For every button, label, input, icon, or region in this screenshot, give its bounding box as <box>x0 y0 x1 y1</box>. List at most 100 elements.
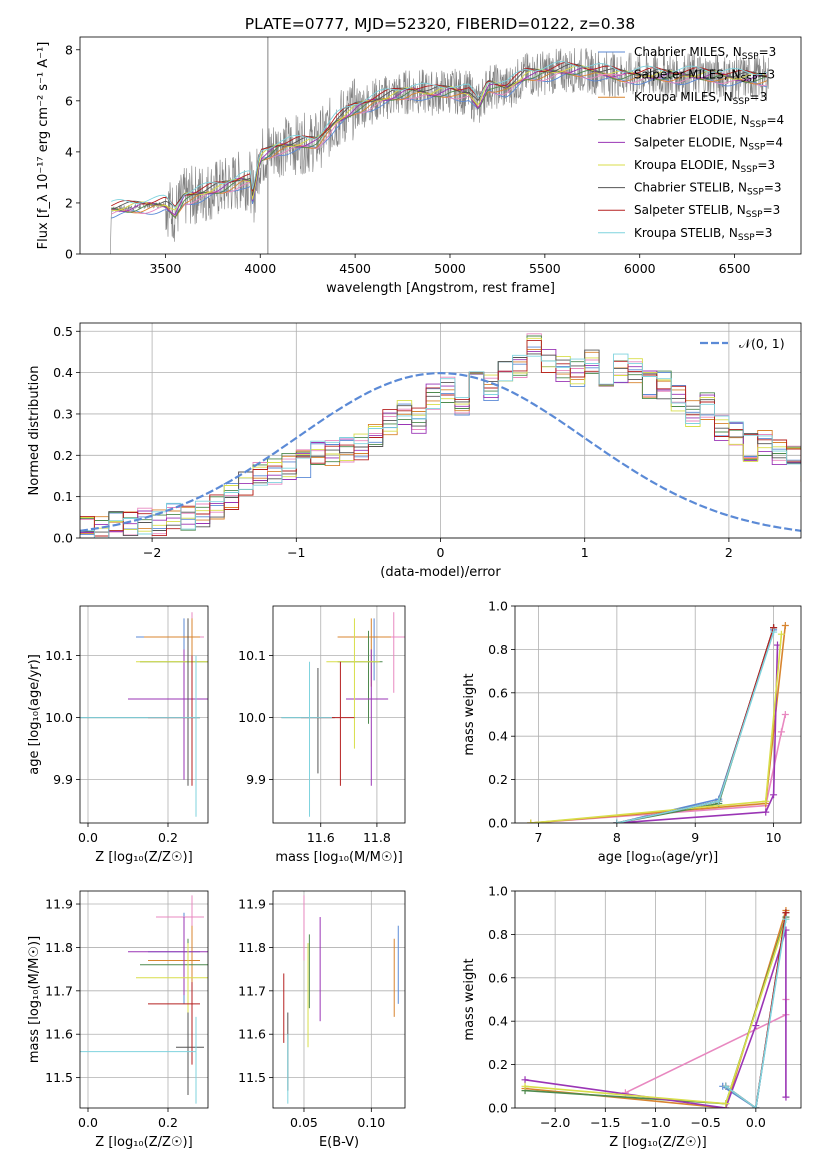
age-vs-mass-panel: 11.6 11.8 9.9 10.0 10.1 mass [log₁₀(M/M☉)] <box>238 605 406 865</box>
mass-weight-vs-Z-panel: −2.0 −1.5 −1.0 −0.5 0.0 0.0 0.2 0.4 0.6 0.8 1.0 Z [… <box>462 884 802 1150</box>
x-axis-label: (data-model)/error <box>380 565 501 580</box>
x-tick-label: 5000 <box>434 261 466 276</box>
legend-text: Salpeter ELODIE, N <box>634 135 748 149</box>
model-spectrum <box>111 69 768 219</box>
x-tick-label: 1 <box>581 545 589 560</box>
y-tick-label: 0.4 <box>53 365 73 380</box>
legend-text: Kroupa STELIB, N <box>634 226 738 240</box>
mass-weight-vs-age-plot <box>527 622 789 823</box>
weight-marker <box>722 1100 730 1108</box>
legend-text: Salpeter MILES, N <box>634 68 741 82</box>
x-tick-label: 2 <box>725 545 733 560</box>
weight-line <box>530 625 787 823</box>
residual-histogram <box>80 346 801 538</box>
x-tick-label: 7 <box>535 830 543 845</box>
y-tick-label: 0 <box>65 247 73 262</box>
x-tick-label: 0.0 <box>746 1115 766 1130</box>
legend-entry: Chabrier ELODIE, NSSP=4 <box>634 113 784 130</box>
residual-histogram <box>80 353 801 538</box>
axes-frame <box>272 605 406 824</box>
x-tick-label: 9 <box>691 830 699 845</box>
x-tick-label: −2.0 <box>540 1115 570 1130</box>
legend-text: =4 <box>766 113 784 127</box>
legend-text: =4 <box>765 135 783 149</box>
model-spectrum <box>111 67 768 216</box>
legend-text: Kroupa MILES, N <box>634 90 733 104</box>
legend-text: Chabrier STELIB, N <box>634 181 747 195</box>
weight-marker <box>781 622 789 630</box>
legend-text: Salpeter STELIB, N <box>634 203 746 217</box>
weight-marker <box>527 819 535 823</box>
spectrum-panel: 3500 4000 4500 5000 5500 6000 6500 0 2 4 6 8 wavelen… <box>36 36 802 296</box>
model-spectrum <box>111 61 768 209</box>
legend-entry: Salpeter STELIB, NSSP=3 <box>634 203 780 220</box>
weight-marker <box>521 1082 529 1090</box>
weight-marker <box>777 728 785 736</box>
mass-vs-Z-panel: 0.0 0.2 11.5 11.6 11.7 11.8 11.9 Z [log₁₀(Z/Z☉)… <box>27 890 209 1150</box>
y-tick-label: 10.0 <box>45 710 73 725</box>
y-tick-label: 0.0 <box>488 1101 508 1116</box>
legend-entry: Chabrier MILES, NSSP=3 <box>634 45 776 62</box>
y-tick-label: 10.1 <box>238 648 266 663</box>
x-axis-label: wavelength [Angstrom, rest frame] <box>326 281 555 296</box>
y-tick-label: 2 <box>65 195 73 210</box>
weight-marker <box>613 819 621 823</box>
weight-marker <box>781 711 789 718</box>
y-tick-label: 11.5 <box>45 1070 73 1085</box>
x-tick-label: 0.0 <box>78 1115 98 1130</box>
x-axis-label: Z [log₁₀(Z/Z☉)] <box>95 1135 192 1150</box>
legend-entry: Salpeter ELODIE, NSSP=4 <box>634 135 783 152</box>
x-tick-label: 0.10 <box>357 1115 385 1130</box>
weight-marker <box>722 1082 730 1090</box>
y-tick-label: 11.7 <box>45 983 73 998</box>
mass-vs-Z-plot <box>80 895 208 1104</box>
x-tick-label: 11.8 <box>363 830 391 845</box>
weight-marker <box>782 909 790 917</box>
mass-vs-EBV-panel: 0.05 0.10 11.5 11.6 11.7 11.8 11.9 E(B-V) <box>238 890 406 1150</box>
y-tick-label: 1.0 <box>488 884 508 899</box>
y-tick-label: 11.6 <box>45 1027 73 1042</box>
legend-text: =3 <box>763 203 781 217</box>
weight-marker <box>752 1022 760 1030</box>
y-tick-label: 9.9 <box>246 772 266 787</box>
spectrum-plot <box>110 37 769 254</box>
weight-line <box>725 919 787 1108</box>
x-axis-label: Z [log₁₀(Z/Z☉)] <box>609 1135 706 1150</box>
legend-text: =3 <box>757 158 775 172</box>
residuals-plot <box>80 333 801 538</box>
weight-line <box>530 634 783 823</box>
y-tick-label: 0.1 <box>53 489 73 504</box>
legend-subscript: SSP <box>747 188 764 198</box>
weight-marker <box>752 1104 760 1108</box>
weight-marker <box>782 1093 790 1101</box>
legend-text: =3 <box>764 181 782 195</box>
x-tick-label: 4500 <box>339 261 371 276</box>
residuals-panel: −2 −1 0 1 2 0.0 0.1 0.2 0.3 0.4 0.5 (data-model)/er… <box>27 322 802 580</box>
axes-frame <box>79 36 802 255</box>
mass-weight-vs-age-panel: 7 8 9 10 0.0 0.2 0.4 0.6 0.8 1.0 age [log₁₀(age/yr… <box>462 599 802 865</box>
x-tick-label: 8 <box>613 830 621 845</box>
weight-line <box>616 645 779 823</box>
legend-text: =3 <box>750 90 768 104</box>
x-tick-label: 0.2 <box>158 1115 178 1130</box>
y-tick-label: 0.0 <box>488 816 508 831</box>
y-axis-label: mass weight <box>462 673 477 755</box>
x-tick-label: 0 <box>437 545 445 560</box>
x-tick-label: 3500 <box>149 261 181 276</box>
y-axis-label: Normed distribution <box>27 366 42 496</box>
weight-marker <box>762 808 770 816</box>
axes-frame <box>514 890 802 1109</box>
y-tick-label: 11.7 <box>238 983 266 998</box>
y-tick-label: 11.9 <box>238 897 266 912</box>
y-tick-label: 10.1 <box>45 648 73 663</box>
y-tick-label: 0.2 <box>53 448 73 463</box>
y-axis-label: Flux [f_λ 10⁻¹⁷ erg cm⁻² s⁻¹ A⁻¹] <box>36 42 51 250</box>
residual-histogram <box>80 348 801 533</box>
age-vs-Z-plot <box>80 612 208 817</box>
axes-frame <box>272 890 406 1109</box>
observed-spectrum <box>110 48 769 254</box>
model-spectrum <box>111 62 768 207</box>
y-tick-label: 11.9 <box>45 897 73 912</box>
legend-entry: Kroupa ELODIE, NSSP=3 <box>634 158 775 175</box>
